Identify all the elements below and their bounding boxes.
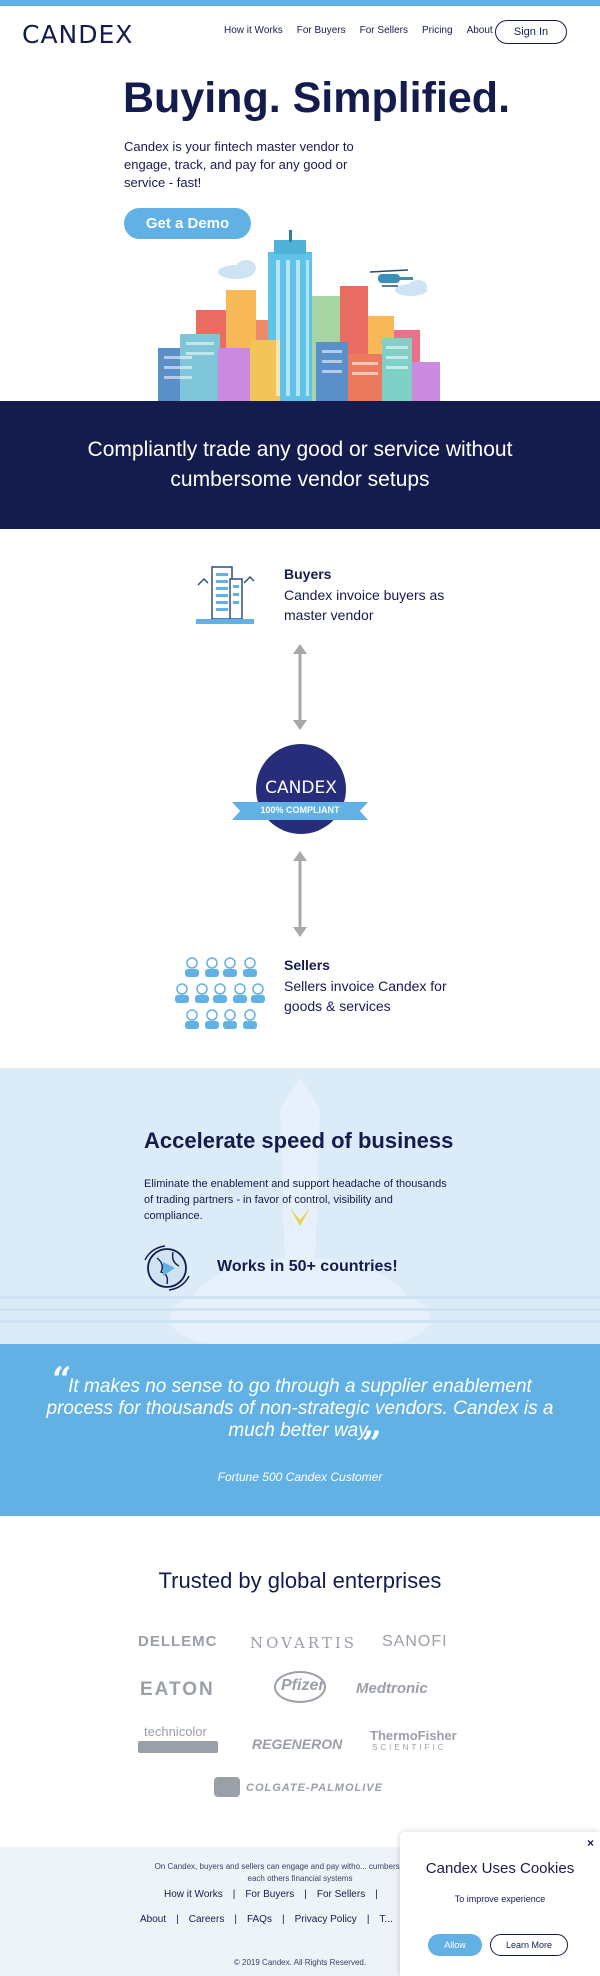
footer-link-careers[interactable]: Careers <box>188 1914 225 1925</box>
pfizer-logo-oval <box>274 1671 326 1703</box>
footer-links-row1: How it Works | For Buyers | For Sellers | <box>164 1889 378 1900</box>
nav-about[interactable]: About <box>466 25 493 36</box>
rocket-launch-background <box>0 1078 600 1344</box>
city-skyline-illustration <box>158 230 440 401</box>
countries-text: Works in 50+ countries! <box>217 1258 398 1275</box>
main-nav: How it Works For Buyers For Sellers Pric… <box>224 25 493 36</box>
buyer-seller-flow: Buyers Candex invoice buyers as master v… <box>0 529 600 1068</box>
novartis-logo: NOVARTIS <box>250 1634 358 1652</box>
rocket-icon <box>290 1208 310 1226</box>
ribbon-text: 100% COMPLIANT <box>260 805 340 815</box>
helicopter-icon <box>369 269 413 287</box>
footer-links-row2: About | Careers | FAQs | Privacy Policy | T.… <box>140 1914 393 1925</box>
footer-link-privacy-policy[interactable]: Privacy Policy <box>294 1914 357 1925</box>
nav-for-sellers[interactable]: For Sellers <box>359 25 408 36</box>
compliance-ribbon <box>232 802 368 820</box>
cookie-title: Candex Uses Cookies <box>425 1860 575 1877</box>
candex-compliant-badge: CANDEX 100% COMPLIANT <box>232 744 368 840</box>
nav-for-buyers[interactable]: For Buyers <box>296 25 346 36</box>
cookie-consent-popup: × Candex Uses Cookies To improve experie… <box>400 1832 600 1976</box>
buyer-building-icon <box>196 566 255 624</box>
technicolor-bar <box>138 1741 218 1753</box>
badge-logo: CANDEX <box>265 778 337 798</box>
regeneron-logo: REGENERON <box>252 1736 343 1752</box>
eaton-logo: EATON <box>140 1679 215 1700</box>
cookie-subtitle: To improve experience <box>454 1894 546 1904</box>
accelerate-text: Eliminate the enablement and support hea… <box>144 1178 447 1222</box>
buyers-description: Candex invoice buyers as master vendor <box>284 587 445 623</box>
copyright: © 2019 Candex. All Rights Reserved. <box>233 1958 367 1967</box>
accelerate-title: Accelerate speed of business <box>144 1128 454 1153</box>
trusted-title: Trusted by global enterprises <box>158 1568 442 1593</box>
buyers-title: Buyers <box>284 566 332 582</box>
nav-how-it-works[interactable]: How it Works <box>224 25 283 36</box>
candex-logo[interactable]: CANDEX <box>22 20 134 49</box>
testimonial-source: Fortune 500 Candex Customer <box>217 1470 383 1484</box>
pfizer-logo: Pfizer <box>281 1677 325 1694</box>
footer-link-terms[interactable]: T... <box>379 1914 393 1925</box>
footer-link-for-buyers[interactable]: For Buyers <box>245 1889 295 1900</box>
thermofisher-subtitle: SCIENTIFIC <box>372 1743 447 1752</box>
nav-pricing[interactable]: Pricing <box>421 25 453 36</box>
hero-section: Buying. Simplified. Candex is your finte… <box>0 60 600 401</box>
testimonial-quote: It makes no sense to go through a suppli… <box>46 1376 554 1441</box>
hero-title: Buying. Simplified. <box>123 74 511 122</box>
open-quote-icon: “ <box>52 1360 72 1400</box>
dell-emc-logo: DELLEMC <box>138 1633 218 1650</box>
globe-icon <box>144 1245 190 1291</box>
trusted-enterprises-section: Trusted by global enterprises DELLEMC NO… <box>0 1516 600 1847</box>
sign-in-button[interactable]: Sign In <box>495 20 567 44</box>
top-accent-bar <box>0 0 600 6</box>
arrow-up-down-icon <box>293 644 307 730</box>
hero-subtitle: Candex is your fintech master vendor to … <box>124 139 354 190</box>
footer-link-about[interactable]: About <box>140 1914 167 1925</box>
sellers-group-icon <box>175 957 265 1029</box>
technicolor-logo: technicolor <box>144 1724 207 1739</box>
close-icon[interactable]: × <box>586 1836 594 1850</box>
sellers-description: Sellers invoice Candex for goods & servi… <box>284 978 447 1014</box>
compliance-banner: Compliantly trade any good or service wi… <box>0 401 600 529</box>
footer-link-faqs[interactable]: FAQs <box>246 1914 272 1925</box>
site-header: CANDEX How it Works For Buyers For Selle… <box>0 6 600 60</box>
medtronic-logo: Medtronic <box>356 1680 428 1697</box>
close-quote-icon: ” <box>362 1424 382 1464</box>
footer-link-how-it-works[interactable]: How it Works <box>164 1889 223 1900</box>
cookie-allow-button[interactable]: Allow <box>428 1934 482 1956</box>
cookie-learn-more-button[interactable]: Learn More <box>490 1934 568 1956</box>
footer-link-for-sellers[interactable]: For Sellers <box>316 1889 366 1900</box>
thermofisher-logo: ThermoFisher <box>370 1728 457 1743</box>
colgate-palmolive-logo: COLGATE-PALMOLIVE <box>246 1782 383 1794</box>
colgate-mark <box>214 1777 240 1797</box>
sellers-title: Sellers <box>284 957 330 973</box>
accelerate-section: Accelerate speed of business Eliminate t… <box>0 1068 600 1344</box>
footer-description: On Candex, buyers and sellers can engage… <box>154 1862 446 1883</box>
sanofi-logo: SANOFI <box>382 1633 448 1650</box>
banner-text: Compliantly trade any good or service wi… <box>87 438 513 491</box>
arrow-up-down-icon-lower <box>293 851 307 937</box>
testimonial-section: “ It makes no sense to go through a supp… <box>0 1344 600 1516</box>
get-demo-button[interactable]: Get a Demo <box>124 208 251 239</box>
